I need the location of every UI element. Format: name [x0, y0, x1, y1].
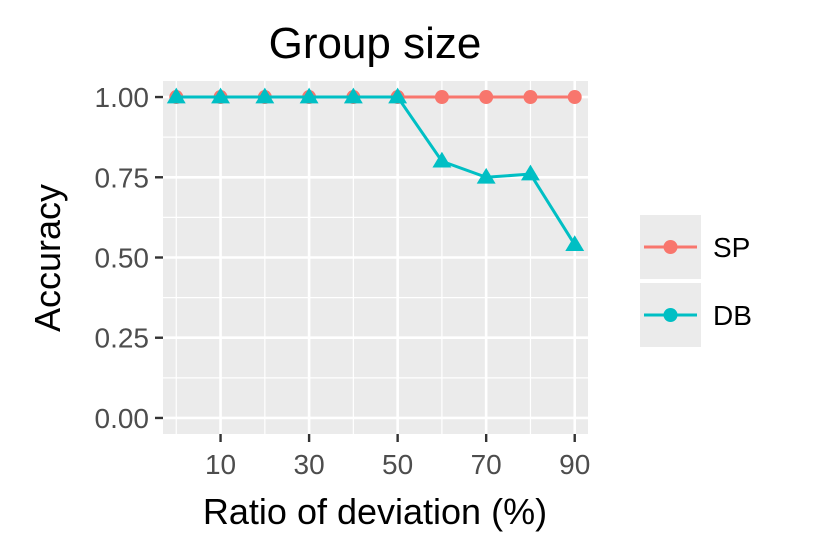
data-point-sp	[523, 90, 538, 105]
data-series	[166, 87, 585, 251]
data-point-db	[211, 87, 231, 104]
legend-label-sp: SP	[713, 232, 750, 263]
x-tick-label: 30	[294, 449, 325, 480]
legend-key-marker-db	[663, 308, 678, 322]
chart-title: Group size	[269, 19, 482, 68]
legend: SP DB	[640, 215, 752, 347]
data-point-db	[432, 151, 452, 168]
series-line-db	[176, 95, 576, 246]
data-point-db	[565, 235, 585, 251]
y-tick-label: 1.00	[95, 82, 150, 113]
data-point-db	[476, 167, 496, 184]
data-point-db	[299, 87, 319, 104]
y-tick-label: 0.75	[95, 162, 150, 193]
x-axis-title: Ratio of deviation (%)	[203, 491, 547, 532]
legend-key-marker-sp	[663, 240, 678, 254]
x-tick-label: 90	[559, 449, 590, 480]
x-tick-label: 10	[205, 449, 236, 480]
data-point-db	[166, 87, 186, 104]
data-point-sp	[567, 90, 582, 105]
data-point-sp	[479, 90, 494, 105]
axes: 0.00 0.25 0.50 0.75 1.00 10 30 50 70 90	[95, 82, 591, 480]
y-tick-label: 0.50	[95, 243, 150, 274]
x-tick-label: 50	[382, 449, 413, 480]
y-tick-label: 0.00	[95, 403, 150, 434]
data-point-sp	[434, 90, 449, 105]
data-point-db	[343, 87, 363, 104]
data-point-db	[520, 164, 540, 181]
legend-label-db: DB	[713, 300, 752, 331]
x-tick-label: 70	[471, 449, 502, 480]
y-axis-title: Accuracy	[27, 184, 68, 332]
data-point-db	[255, 87, 275, 104]
y-tick-label: 0.25	[95, 323, 150, 354]
data-point-db	[388, 87, 408, 104]
